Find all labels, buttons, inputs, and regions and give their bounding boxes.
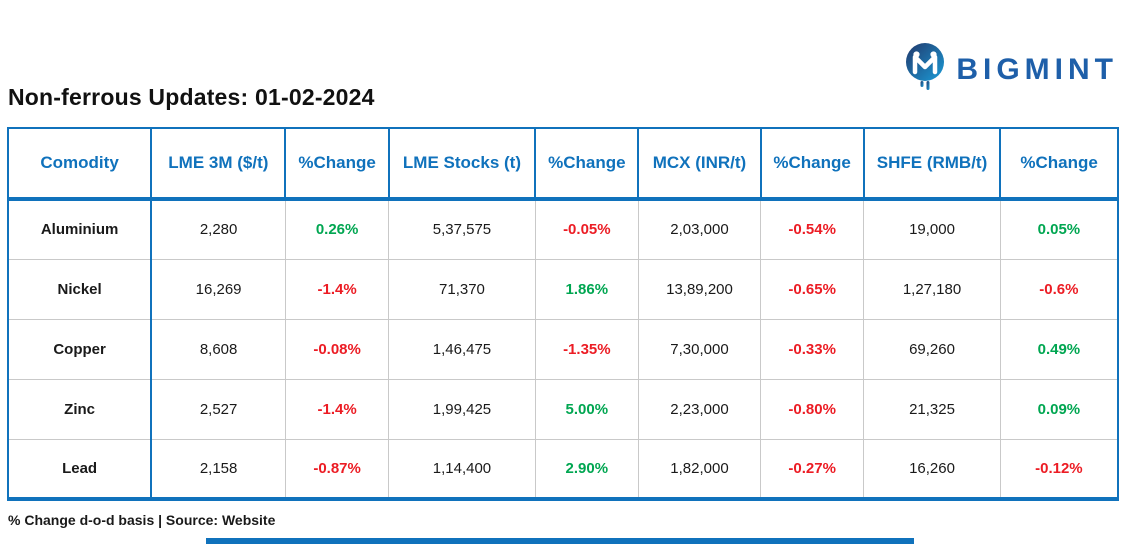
price-value: 2,03,000 xyxy=(637,199,761,260)
brand-name: BIGMINT xyxy=(956,52,1118,86)
column-header-3: LME Stocks (t) xyxy=(387,127,536,201)
pct-change-value: -1.35% xyxy=(534,319,639,380)
pct-change-value: -0.33% xyxy=(760,319,864,380)
metals-table-container: Comodity LME 3M ($/t) %Change LME Stocks (t… xyxy=(6,127,1119,501)
price-value: 2,23,000 xyxy=(637,379,761,440)
column-header-1: LME 3M ($/t) xyxy=(150,127,286,201)
pct-change-value: -0.54% xyxy=(760,199,864,260)
pct-change-value: -0.27% xyxy=(760,439,864,501)
price-value: 2,527 xyxy=(150,379,286,440)
pct-change-value: 0.09% xyxy=(999,379,1119,440)
price-value: 2,158 xyxy=(150,439,286,501)
column-header-6: %Change xyxy=(759,127,864,201)
pct-change-value: -0.80% xyxy=(760,379,864,440)
pct-change-value: 2.90% xyxy=(534,439,639,501)
price-value: 1,82,000 xyxy=(637,439,761,501)
pct-change-value: 0.26% xyxy=(284,199,389,260)
price-value: 71,370 xyxy=(388,259,536,320)
column-header-7: SHFE (RMB/t) xyxy=(862,127,1001,201)
price-value: 1,99,425 xyxy=(388,379,536,440)
metals-table: Comodity LME 3M ($/t) %Change LME Stocks (t… xyxy=(6,127,1119,501)
price-value: 5,37,575 xyxy=(388,199,536,260)
page-title: Non-ferrous Updates: 01-02-2024 xyxy=(8,84,375,110)
column-header-5: MCX (INR/t) xyxy=(637,127,761,201)
commodity-name: Lead xyxy=(6,439,152,501)
pct-change-value: -1.4% xyxy=(284,379,389,440)
column-header-4: %Change xyxy=(534,127,639,201)
pct-change-value: -0.12% xyxy=(999,439,1119,501)
pct-change-value: -0.05% xyxy=(534,199,639,260)
commodity-name: Copper xyxy=(6,319,152,380)
column-header-2: %Change xyxy=(284,127,389,201)
source-footnote: % Change d-o-d basis | Source: Website xyxy=(8,512,276,528)
bottom-accent-bar xyxy=(206,538,914,544)
table-row: Aluminium 2,280 0.26% 5,37,575 -0.05% 2,03,00… xyxy=(6,199,1119,260)
bigmint-logo: BIGMINT xyxy=(903,42,1118,97)
table-row: Lead 2,158 -0.87% 1,14,400 2.90% 1,82,000 -0.2… xyxy=(6,439,1119,501)
table-row: Copper 8,608 -0.08% 1,46,475 -1.35% 7,30,000-… xyxy=(6,319,1119,380)
pct-change-value: -0.65% xyxy=(760,259,864,320)
price-value: 7,30,000 xyxy=(637,319,761,380)
bigmint-logo-icon xyxy=(903,42,947,97)
price-value: 16,269 xyxy=(150,259,286,320)
price-value: 16,260 xyxy=(863,439,1001,501)
pct-change-value: 0.05% xyxy=(999,199,1119,260)
column-header-0: Comodity xyxy=(6,127,152,201)
pct-change-value: 0.49% xyxy=(999,319,1119,380)
table-row: Nickel 16,269 -1.4% 71,370 1.86% 13,89,200 -0.… xyxy=(6,259,1119,320)
pct-change-value: -1.4% xyxy=(284,259,389,320)
commodity-name: Nickel xyxy=(6,259,152,320)
price-value: 1,27,180 xyxy=(863,259,1001,320)
pct-change-value: -0.87% xyxy=(284,439,389,501)
pct-change-value: -0.08% xyxy=(284,319,389,380)
pct-change-value: -0.6% xyxy=(999,259,1119,320)
price-value: 1,14,400 xyxy=(388,439,536,501)
commodity-name: Zinc xyxy=(6,379,152,440)
price-value: 69,260 xyxy=(863,319,1001,380)
header-row: Comodity LME 3M ($/t) %Change LME Stocks (t… xyxy=(6,127,1119,201)
price-value: 13,89,200 xyxy=(637,259,761,320)
price-value: 19,000 xyxy=(863,199,1001,260)
table-header: Comodity LME 3M ($/t) %Change LME Stocks (t… xyxy=(6,127,1119,201)
column-header-8: %Change xyxy=(999,127,1119,201)
price-value: 1,46,475 xyxy=(388,319,536,380)
table-row: Zinc 2,527 -1.4% 1,99,425 5.00% 2,23,000 -0.80… xyxy=(6,379,1119,440)
price-value: 21,325 xyxy=(863,379,1001,440)
pct-change-value: 5.00% xyxy=(534,379,639,440)
pct-change-value: 1.86% xyxy=(534,259,639,320)
commodity-name: Aluminium xyxy=(6,199,152,260)
price-value: 2,280 xyxy=(150,199,286,260)
price-value: 8,608 xyxy=(150,319,286,380)
table-body: Aluminium 2,280 0.26% 5,37,575 -0.05% 2,03,00… xyxy=(6,199,1119,501)
